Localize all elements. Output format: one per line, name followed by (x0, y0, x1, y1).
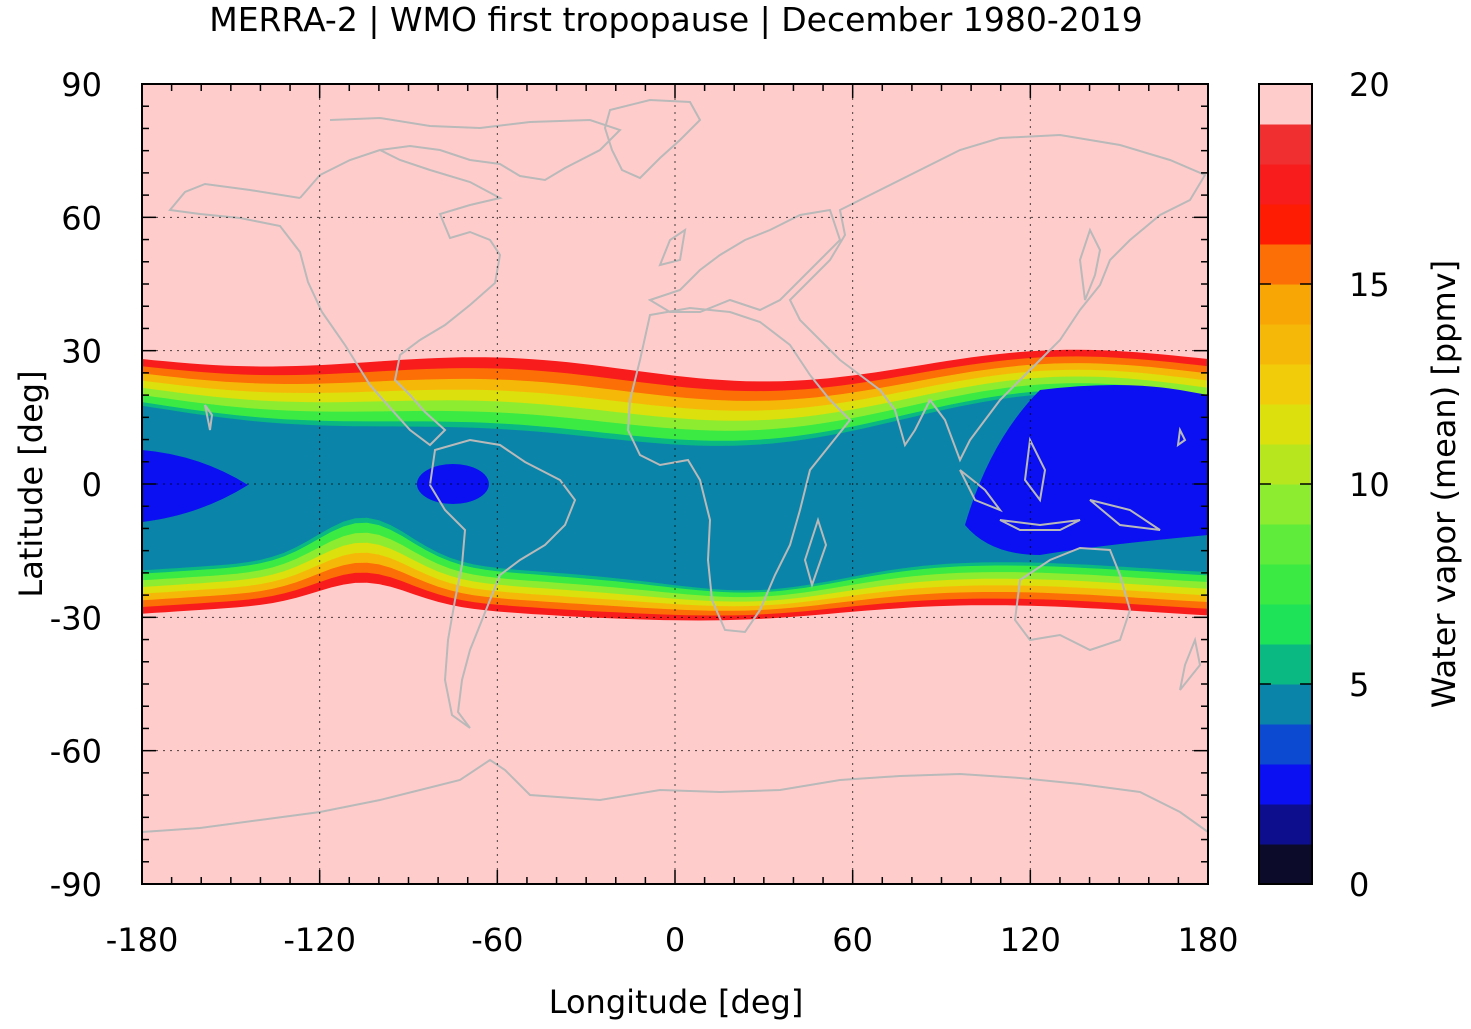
minor-ticks (141, 83, 1209, 885)
colorbar (1259, 84, 1312, 885)
x-tick-label: 120 (1000, 921, 1061, 959)
colorbar-swatch-2 (1259, 764, 1312, 805)
colorbar-swatch-11 (1259, 404, 1312, 445)
x-tick-label: 0 (665, 921, 685, 959)
colorbar-tick-label: 0 (1349, 866, 1369, 904)
y-tick-label: 90 (61, 66, 102, 104)
coastlines (142, 98, 1208, 833)
y-tick-label: -90 (50, 866, 102, 904)
colorbar-ticks: 20 15 10 5 0 (1259, 66, 1390, 904)
colorbar-label: Water vapor (mean) [ppmv] (1425, 260, 1463, 708)
colorbar-tick-label: 15 (1349, 266, 1390, 304)
colorbar-swatch-14 (1259, 284, 1312, 325)
y-tick-labels: 90 60 30 0 -30 -60 -90 (50, 66, 102, 904)
colorbar-swatch-13 (1259, 324, 1312, 365)
colorbar-swatch-15 (1259, 244, 1312, 285)
colorbar-swatch-1 (1259, 804, 1312, 845)
y-tick-label: 0 (82, 466, 102, 504)
colorbar-swatch-9 (1259, 484, 1312, 525)
colorbar-tick-label: 20 (1349, 66, 1390, 104)
colorbar-swatch-18 (1259, 124, 1312, 165)
y-axis-label: Latitude [deg] (12, 370, 50, 597)
colorbar-swatch-12 (1259, 364, 1312, 405)
water-vapor-field (142, 349, 1208, 621)
colorbar-swatch-0 (1259, 844, 1312, 885)
y-tick-label: -30 (50, 599, 102, 637)
colorbar-tick-label: 10 (1349, 466, 1390, 504)
colorbar-swatch-5 (1259, 644, 1312, 685)
minimum-region-west-pacific (965, 385, 1208, 555)
minimum-region-pacific (142, 450, 248, 522)
colorbar-swatch-7 (1259, 564, 1312, 605)
colorbar-swatch-6 (1259, 604, 1312, 645)
colorbar-swatch-16 (1259, 204, 1312, 245)
colorbar-tick-label: 5 (1349, 666, 1369, 704)
colorbar-swatch-8 (1259, 524, 1312, 565)
colorbar-swatch-10 (1259, 444, 1312, 485)
y-tick-label: -60 (50, 733, 102, 771)
colorbar-swatch-17 (1259, 164, 1312, 205)
chart-title: MERRA-2 | WMO first tropopause | Decembe… (209, 0, 1143, 39)
x-axis-label: Longitude [deg] (549, 983, 804, 1021)
x-tick-label: -180 (106, 921, 179, 959)
y-tick-label: 30 (61, 333, 102, 371)
x-tick-label: 60 (832, 921, 873, 959)
x-tick-label: -60 (471, 921, 523, 959)
x-tick-labels: -180 -120 -60 0 60 120 180 (106, 921, 1239, 959)
colorbar-swatch-3 (1259, 724, 1312, 765)
grid-lines (142, 84, 1208, 884)
x-tick-label: -120 (283, 921, 356, 959)
colorbar-swatch-top (1259, 84, 1312, 125)
x-tick-label: 180 (1177, 921, 1238, 959)
colorbar-swatch-4 (1259, 684, 1312, 725)
plot-area (142, 84, 1208, 884)
y-tick-label: 60 (61, 199, 102, 237)
